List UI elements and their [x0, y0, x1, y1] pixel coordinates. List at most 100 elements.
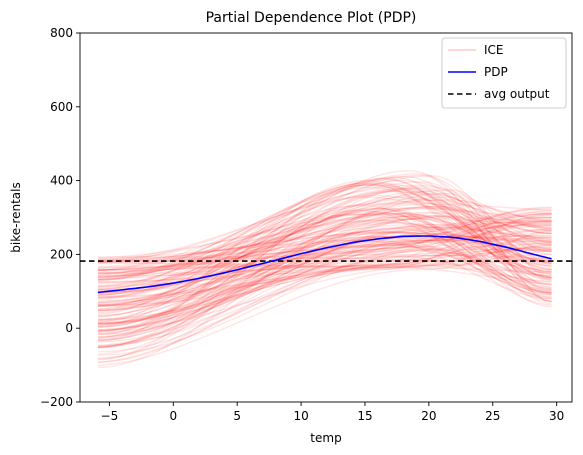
ice-line: [97, 246, 552, 298]
ice-line: [97, 242, 552, 310]
ice-line: [97, 196, 552, 298]
ice-line: [97, 183, 552, 335]
ice-line: [97, 207, 552, 369]
ice-line: [97, 241, 552, 312]
y-tick-label: 600: [50, 100, 73, 114]
ice-line: [97, 203, 552, 349]
ice-line: [97, 231, 552, 363]
y-tick-label: 800: [50, 26, 73, 40]
ice-line: [97, 219, 552, 306]
ice-line: [97, 237, 552, 302]
ice-line: [97, 183, 552, 294]
ice-line: [97, 184, 552, 341]
x-tick-label: 10: [293, 409, 308, 423]
ice-line: [97, 215, 552, 283]
ice-line: [97, 222, 552, 295]
ice-line: [97, 196, 552, 331]
ice-line: [97, 217, 552, 303]
legend-pdp-label: PDP: [484, 65, 508, 79]
ice-line: [97, 220, 552, 332]
ice-line: [97, 209, 552, 314]
ice-line: [97, 203, 552, 361]
ice-line: [97, 213, 552, 335]
ice-line: [97, 188, 552, 360]
ice-line: [97, 250, 552, 367]
ice-line: [97, 196, 552, 310]
ice-line: [97, 216, 552, 271]
ice-line: [97, 266, 552, 297]
ice-line: [97, 220, 552, 325]
ice-line: [97, 239, 552, 304]
ice-line: [97, 244, 552, 284]
ice-line: [97, 179, 552, 342]
ice-line: [97, 232, 552, 274]
ice-line: [97, 213, 552, 307]
ice-line: [97, 210, 552, 307]
x-axis-label: temp: [310, 431, 341, 445]
y-axis-label: bike-rentals: [9, 182, 23, 253]
ice-line: [97, 192, 552, 300]
ice-line: [97, 201, 552, 328]
ice-line: [97, 236, 552, 325]
ice-line: [97, 239, 552, 294]
ice-line: [97, 245, 552, 326]
ice-line: [97, 265, 552, 299]
ice-line: [97, 182, 552, 316]
ice-line: [97, 206, 552, 258]
ice-line: [97, 175, 552, 287]
ice-line: [97, 213, 552, 282]
ice-line: [97, 225, 552, 278]
ice-line: [97, 218, 552, 307]
ice-line: [97, 243, 552, 356]
ice-line: [97, 212, 552, 279]
ice-line: [97, 259, 552, 324]
ice-line: [97, 199, 552, 278]
ice-line: [97, 206, 552, 289]
x-tick-label: 30: [549, 409, 564, 423]
ice-line: [97, 189, 552, 348]
ice-line: [97, 228, 552, 320]
ice-line: [97, 207, 552, 312]
ice-line: [97, 252, 552, 306]
ice-line: [97, 184, 552, 323]
ice-line: [97, 212, 552, 290]
ice-line: [97, 216, 552, 338]
ice-line: [97, 218, 552, 297]
ice-line: [97, 246, 552, 269]
plot-frame: [79, 32, 573, 403]
ice-line: [97, 235, 552, 349]
ice-line: [97, 180, 552, 327]
ice-line: [97, 224, 552, 331]
ice-line: [97, 182, 552, 296]
y-tick-label: 200: [50, 247, 73, 261]
ice-line: [97, 239, 552, 348]
ice-line: [97, 190, 552, 281]
ice-line: [97, 177, 552, 335]
ice-line: [97, 210, 552, 363]
ice-lines-group: [97, 170, 552, 369]
x-axis: −5 0 5 10 15 20 25 30: [101, 402, 564, 423]
ice-line: [97, 174, 552, 303]
x-tick-label: 25: [485, 409, 500, 423]
ice-line: [97, 230, 552, 355]
y-tick-label: 400: [50, 174, 73, 188]
x-tick-label: 0: [169, 409, 177, 423]
legend-avg-label: avg output: [484, 87, 550, 101]
ice-line: [97, 248, 552, 347]
ice-line: [97, 190, 552, 338]
ice-line: [97, 221, 552, 263]
ice-line: [97, 230, 552, 348]
ice-line: [97, 225, 552, 263]
x-tick-label: 5: [233, 409, 241, 423]
ice-line: [97, 236, 552, 302]
x-tick-label: 15: [357, 409, 372, 423]
y-tick-label: −200: [40, 395, 73, 409]
ice-line: [97, 206, 552, 321]
ice-line: [97, 211, 552, 307]
ice-line: [97, 231, 552, 261]
ice-line: [97, 230, 552, 275]
ice-line: [97, 244, 552, 311]
ice-line: [97, 184, 552, 262]
ice-line: [97, 175, 552, 318]
